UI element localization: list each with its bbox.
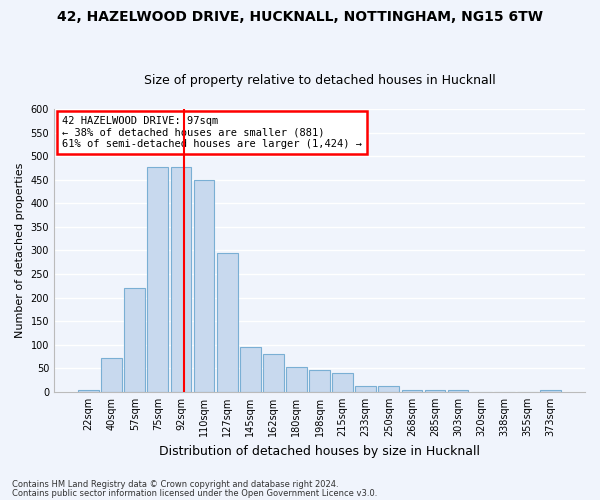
Bar xyxy=(448,390,469,392)
Bar xyxy=(540,390,561,392)
Bar xyxy=(124,288,145,392)
Bar xyxy=(148,168,168,392)
Bar xyxy=(263,354,284,392)
Bar xyxy=(240,347,260,392)
Bar xyxy=(78,390,99,392)
Bar xyxy=(101,358,122,392)
Text: 42, HAZELWOOD DRIVE, HUCKNALL, NOTTINGHAM, NG15 6TW: 42, HAZELWOOD DRIVE, HUCKNALL, NOTTINGHA… xyxy=(57,10,543,24)
Bar xyxy=(332,372,353,392)
Bar xyxy=(425,390,445,392)
Bar xyxy=(170,166,191,392)
Bar xyxy=(355,386,376,392)
Y-axis label: Number of detached properties: Number of detached properties xyxy=(15,163,25,338)
Bar xyxy=(194,180,214,392)
Bar xyxy=(379,386,399,392)
Bar xyxy=(286,367,307,392)
Title: Size of property relative to detached houses in Hucknall: Size of property relative to detached ho… xyxy=(143,74,496,87)
Bar xyxy=(401,390,422,392)
Text: 42 HAZELWOOD DRIVE: 97sqm
← 38% of detached houses are smaller (881)
61% of semi: 42 HAZELWOOD DRIVE: 97sqm ← 38% of detac… xyxy=(62,116,362,150)
Text: Contains public sector information licensed under the Open Government Licence v3: Contains public sector information licen… xyxy=(12,489,377,498)
Bar xyxy=(309,370,330,392)
Text: Contains HM Land Registry data © Crown copyright and database right 2024.: Contains HM Land Registry data © Crown c… xyxy=(12,480,338,489)
Bar xyxy=(217,253,238,392)
X-axis label: Distribution of detached houses by size in Hucknall: Distribution of detached houses by size … xyxy=(159,444,480,458)
